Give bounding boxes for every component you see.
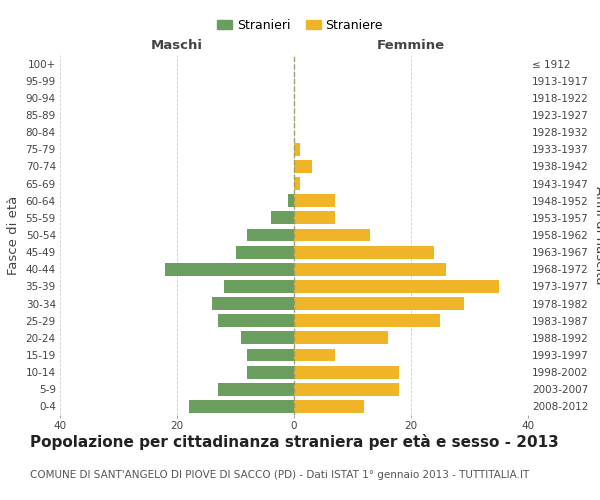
Bar xyxy=(294,212,335,224)
Bar xyxy=(247,348,294,362)
Bar xyxy=(294,143,300,156)
Bar xyxy=(294,348,335,362)
Y-axis label: Fasce di età: Fasce di età xyxy=(7,196,20,274)
Bar xyxy=(294,400,364,413)
Text: Popolazione per cittadinanza straniera per età e sesso - 2013: Popolazione per cittadinanza straniera p… xyxy=(30,434,559,450)
Bar xyxy=(294,228,370,241)
Bar xyxy=(294,314,440,327)
Bar xyxy=(241,332,294,344)
Bar xyxy=(212,297,294,310)
Bar xyxy=(247,228,294,241)
Bar xyxy=(218,383,294,396)
Text: COMUNE DI SANT'ANGELO DI PIOVE DI SACCO (PD) - Dati ISTAT 1° gennaio 2013 - TUTT: COMUNE DI SANT'ANGELO DI PIOVE DI SACCO … xyxy=(30,470,529,480)
Bar xyxy=(294,177,300,190)
Bar xyxy=(188,400,294,413)
Bar xyxy=(271,212,294,224)
Bar xyxy=(294,263,446,276)
Bar xyxy=(165,263,294,276)
Bar xyxy=(294,160,311,173)
Bar xyxy=(294,280,499,293)
Bar xyxy=(294,246,434,258)
Bar xyxy=(247,366,294,378)
Bar xyxy=(288,194,294,207)
Bar xyxy=(294,297,464,310)
Legend: Stranieri, Straniere: Stranieri, Straniere xyxy=(212,14,388,37)
Bar xyxy=(294,194,335,207)
Bar xyxy=(294,366,400,378)
Bar xyxy=(294,332,388,344)
Text: Femmine: Femmine xyxy=(377,38,445,52)
Bar xyxy=(235,246,294,258)
Bar xyxy=(294,383,400,396)
Y-axis label: Anni di nascita: Anni di nascita xyxy=(593,186,600,284)
Bar xyxy=(224,280,294,293)
Bar xyxy=(218,314,294,327)
Text: Maschi: Maschi xyxy=(151,38,203,52)
